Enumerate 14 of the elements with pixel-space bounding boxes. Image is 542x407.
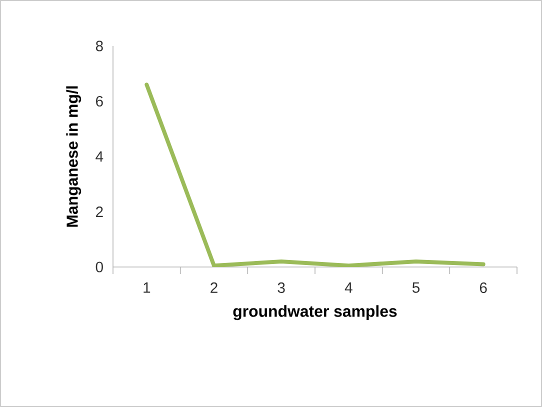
- y-tick-label: 8: [96, 40, 103, 52]
- y-tick-label: 2: [96, 206, 103, 217]
- y-tick-label: 4: [96, 151, 104, 162]
- y-axis-title: Manganese in mg/l: [66, 86, 82, 227]
- x-tick-label: 5: [412, 282, 420, 293]
- x-tick-label: 2: [210, 282, 218, 293]
- y-tick-label: 6: [96, 96, 103, 107]
- x-tick-label: 1: [144, 282, 150, 293]
- x-tick-label: 3: [278, 282, 285, 294]
- line-series: [144, 82, 486, 267]
- x-axis-title: groundwater samples: [233, 305, 397, 320]
- x-tick-label: 4: [344, 282, 352, 293]
- x-tick-label: 6: [480, 282, 487, 294]
- y-tick-label: 0: [96, 262, 103, 272]
